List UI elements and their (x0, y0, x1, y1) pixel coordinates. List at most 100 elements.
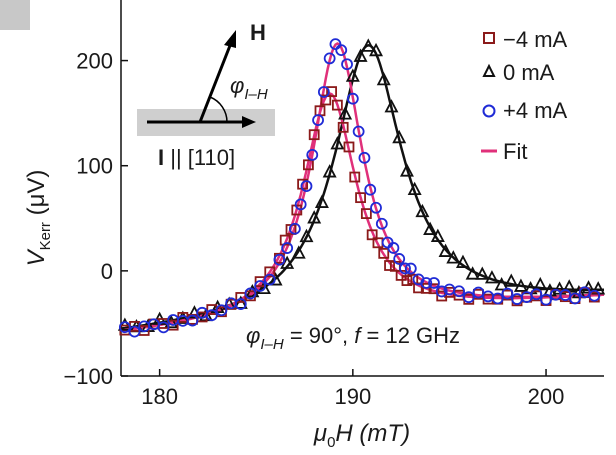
data-point-pos4 (323, 52, 336, 65)
data-point-pos4 (215, 304, 228, 317)
data-point-zero (299, 228, 314, 243)
data-point-pos4 (281, 242, 294, 254)
data-point-pos4 (462, 291, 475, 304)
data-point-neg4 (366, 229, 378, 241)
field-arrowhead (224, 30, 236, 48)
data-point-pos4 (501, 287, 514, 300)
data-point-neg4 (264, 266, 276, 278)
data-point-zero (438, 243, 453, 257)
data-point-zero (399, 163, 414, 177)
data-point-zero (175, 310, 190, 324)
axis-ticks: 180 190 200 −100 0 100 200 (63, 49, 564, 409)
data-point-neg4 (279, 234, 291, 246)
data-point-pos4 (435, 285, 448, 298)
data-point-neg4 (360, 208, 372, 219)
x-tick-label: 180 (141, 384, 178, 409)
data-point-pos4 (387, 242, 400, 254)
data-point-pos4 (364, 183, 377, 196)
data-point-zero (291, 245, 306, 259)
data-point-pos4 (254, 280, 267, 292)
angle-label: φI–H (230, 73, 268, 103)
data-point-zero (475, 266, 490, 280)
data-point-zero (494, 277, 509, 291)
data-point-pos4 (317, 86, 330, 98)
data-point-zero (353, 48, 368, 62)
data-point-zero (465, 266, 480, 280)
data-point-pos4 (569, 292, 581, 305)
data-point-pos4 (453, 285, 466, 298)
data-point-pos4 (530, 288, 543, 301)
field-arrow (198, 42, 233, 123)
data-point-neg4 (428, 283, 440, 295)
data-point-zero (407, 181, 422, 196)
legend-label-neg4: −4 mA (503, 27, 568, 52)
data-point-zero (376, 71, 391, 86)
data-point-pos4 (288, 222, 301, 235)
data-point-pos4 (312, 114, 324, 127)
data-point-zero (338, 106, 353, 120)
data-point-neg4 (326, 86, 337, 97)
data-point-neg4 (378, 247, 390, 259)
data-point-pos4 (428, 277, 440, 289)
data-point-pos4 (335, 44, 348, 57)
data-point-zero (384, 99, 399, 113)
data-point-neg4 (331, 99, 343, 111)
current-arrowhead (242, 116, 256, 128)
data-point-zero (314, 194, 329, 208)
data-point-neg4 (349, 171, 361, 183)
data-point-pos4 (186, 314, 199, 327)
data-point-pos4 (263, 273, 276, 286)
legend: −4 mA 0 mA +4 mA Fit (481, 27, 568, 164)
data-markers (117, 38, 606, 338)
data-point-pos4 (234, 298, 247, 310)
data-point-pos4 (540, 293, 552, 306)
data-point-pos4 (157, 321, 170, 334)
data-point-pos4 (273, 253, 286, 266)
data-point-pos4 (205, 309, 218, 322)
y-tick-label: −100 (63, 364, 113, 389)
data-point-pos4 (420, 277, 433, 289)
data-point-neg4 (355, 192, 366, 204)
legend-circle-marker (482, 104, 496, 118)
legend-label-pos4: +4 mA (503, 98, 568, 123)
data-point-zero (369, 42, 384, 57)
data-point-pos4 (370, 201, 382, 214)
data-point-zero (345, 68, 360, 82)
panel-corner-tab (0, 0, 30, 30)
y-axis-label: VKerr (μV) (23, 170, 54, 267)
data-point-neg4 (420, 282, 432, 294)
data-point-pos4 (404, 262, 417, 275)
data-point-neg4 (401, 275, 413, 286)
data-point-pos4 (393, 253, 406, 265)
condition-label: φI–H = 90°, f = 12 GHz (246, 323, 460, 353)
fit-curves (120, 42, 605, 332)
data-point-pos4 (399, 262, 411, 275)
geometry-inset: H φI–H I || [110] (137, 20, 275, 170)
data-point-pos4 (294, 198, 307, 211)
data-point-zero (533, 276, 548, 291)
data-point-neg4 (320, 94, 332, 106)
data-point-neg4 (407, 273, 419, 285)
data-point-pos4 (118, 321, 131, 334)
data-point-pos4 (128, 325, 141, 338)
data-point-zero (307, 210, 322, 224)
data-point-zero (256, 280, 271, 295)
data-point-pos4 (588, 289, 601, 302)
data-point-zero (446, 250, 461, 264)
legend-triangle-marker (482, 63, 496, 77)
x-tick-label: 200 (528, 384, 565, 409)
angle-arc (209, 96, 228, 123)
data-point-pos4 (472, 286, 485, 299)
data-point-zero (392, 129, 407, 144)
data-point-zero (330, 136, 345, 150)
data-point-neg4 (303, 159, 314, 171)
data-point-neg4 (343, 141, 355, 153)
fit-curve-2 (120, 42, 605, 332)
y-tick-label: 100 (76, 154, 113, 179)
data-point-pos4 (352, 125, 365, 138)
legend-label-zero: 0 mA (503, 60, 555, 85)
data-point-neg4 (337, 121, 349, 133)
field-label: H (250, 20, 266, 45)
current-direction-label: I || [110] (158, 145, 235, 170)
